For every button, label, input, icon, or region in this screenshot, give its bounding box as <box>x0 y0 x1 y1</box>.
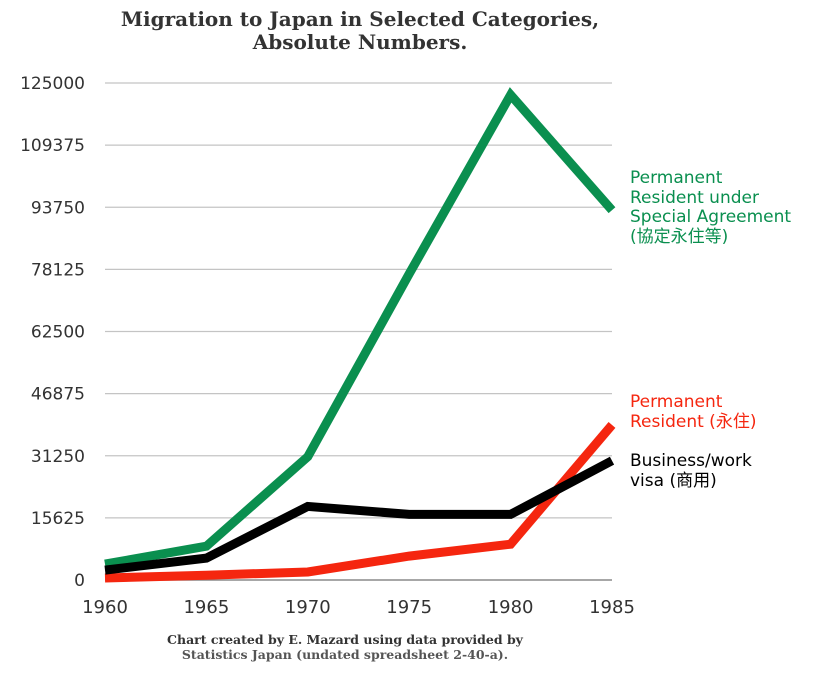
x-tick-label: 1985 <box>589 597 635 618</box>
series-label-permanent-resident: Permanent Resident (永住) <box>630 392 757 432</box>
series-label-line: Special Agreement <box>630 207 792 227</box>
x-tick-label: 1975 <box>386 597 432 618</box>
y-tick-label: 125000 <box>20 74 85 94</box>
series-label-line: Permanent <box>630 392 723 412</box>
y-tick-label: 0 <box>74 571 85 591</box>
y-tick-label: 78125 <box>31 260 85 280</box>
chart-credit-line-2: Statistics Japan (undated spreadsheet 2-… <box>181 647 509 662</box>
series-label-line: Business/work <box>630 451 752 471</box>
series-label-special-agreement: Permanent Resident under Special Agreeme… <box>630 168 792 247</box>
chart-credit-line-1: Chart created by E. Mazard using data pr… <box>167 632 523 647</box>
series-label-line: Permanent <box>630 168 723 188</box>
series-line <box>104 456 615 575</box>
chart-subtitle: Absolute Numbers. <box>252 30 468 54</box>
y-tick-label: 62500 <box>31 323 85 343</box>
y-tick-label: 93750 <box>31 198 85 218</box>
chart-title: Migration to Japan in Selected Categorie… <box>120 7 600 31</box>
y-tick-label: 46875 <box>31 385 85 405</box>
y-tick-label: 15625 <box>31 509 85 529</box>
y-tick-label: 109375 <box>20 136 85 156</box>
x-tick-label: 1960 <box>82 597 128 618</box>
series-line <box>104 421 616 583</box>
x-tick-label: 1965 <box>183 597 229 618</box>
series-label-line: (協定永住等) <box>630 226 729 247</box>
series-label-line: visa (商用) <box>630 470 717 491</box>
y-tick-label: 31250 <box>31 447 85 467</box>
series-label-line: Resident under <box>630 187 759 208</box>
x-tick-label: 1970 <box>285 597 331 618</box>
x-tick-label: 1980 <box>488 597 534 618</box>
series-line <box>104 87 616 569</box>
series-label-business-visa: Business/work visa (商用) <box>630 451 752 491</box>
series-label-line: Resident (永住) <box>630 411 757 432</box>
